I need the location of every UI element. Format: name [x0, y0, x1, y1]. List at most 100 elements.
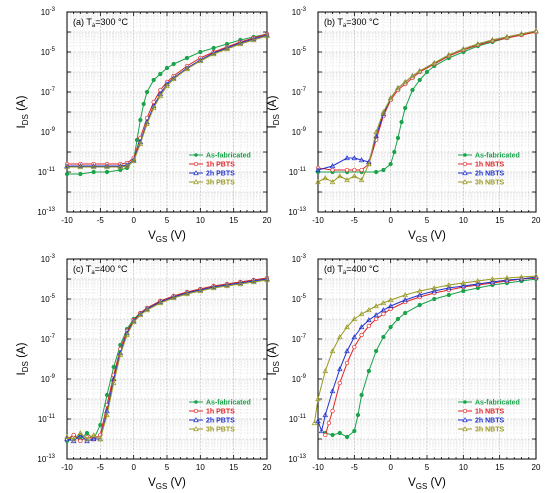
data-point: [352, 167, 357, 173]
panel-title-sub: a: [343, 23, 347, 29]
panel-3: -10 -5 0 5 10 15 2010-310-510-710-910-1110-13V…: [16, 254, 272, 491]
data-point: [97, 436, 104, 442]
y-tick-exponent: -13: [46, 454, 55, 460]
panel-title: (a) Ta=300 °C: [73, 17, 129, 29]
y-tick-exponent: -7: [301, 334, 307, 340]
data-point: [351, 334, 358, 340]
data-point: [399, 119, 404, 125]
y-tick-base: 10: [289, 415, 298, 424]
data-point: [124, 163, 130, 169]
data-point: [250, 36, 257, 42]
series-line: [67, 34, 268, 167]
y-tick-base: 10: [289, 168, 298, 177]
panel-title-prefix: (a) T: [73, 17, 92, 27]
y-tick-label: 10-13: [37, 454, 55, 464]
data-point: [322, 175, 329, 181]
legend-swatch-marker: [193, 179, 199, 185]
x-tick-label: 20: [263, 216, 272, 225]
y-tick-label: 10-5: [41, 47, 56, 57]
data-point: [157, 93, 164, 99]
data-point: [359, 332, 364, 338]
data-point: [170, 76, 177, 82]
data-point: [130, 158, 137, 164]
data-point: [90, 164, 97, 170]
series-line: [317, 30, 537, 183]
data-point: [380, 300, 387, 306]
panel-1: -10 -5 0 5 10 15 2010-310-510-710-910-1110-13V…: [16, 7, 272, 244]
y-tick-label: 10-5: [41, 294, 56, 304]
data-point: [77, 164, 84, 170]
plot-frame: [317, 258, 537, 460]
series-2: [323, 275, 539, 438]
y-axis-label-sub: DS: [272, 114, 281, 125]
legend-swatch-marker: [193, 426, 199, 432]
panel-4: -10 -5 0 5 10 15 2010-310-510-710-910-1110-13V…: [267, 254, 541, 491]
data-point: [432, 296, 437, 302]
y-tick-base: 10: [292, 335, 301, 344]
y-tick-exponent: -13: [46, 207, 55, 213]
y-tick-label: 10-9: [292, 127, 307, 137]
data-point: [198, 49, 203, 55]
data-point: [170, 294, 177, 300]
data-point: [358, 157, 365, 163]
y-axis-label: IDS (A): [267, 95, 281, 128]
legend-label: 2h PBTS: [206, 171, 235, 178]
x-tick-label: 10: [459, 463, 468, 472]
series-line: [66, 277, 268, 442]
y-tick-base: 10: [41, 48, 50, 57]
data-point: [344, 360, 350, 366]
series-line: [67, 33, 268, 165]
data-point: [475, 281, 481, 287]
x-tick-label: 5: [165, 463, 170, 472]
data-point: [366, 368, 371, 374]
data-point: [417, 302, 422, 308]
data-point: [533, 274, 539, 280]
x-axis-label-unit: (V): [167, 477, 186, 489]
y-tick-exponent: -5: [301, 294, 307, 300]
y-tick-base: 10: [292, 8, 301, 17]
data-point: [446, 285, 452, 291]
data-point: [446, 282, 452, 288]
y-tick-base: 10: [41, 88, 50, 97]
data-point: [117, 164, 124, 170]
y-axis-label-main: I: [267, 372, 279, 375]
data-point: [322, 412, 329, 418]
y-tick-label: 10-11: [289, 167, 307, 177]
data-point: [351, 173, 358, 179]
panel-2: -10 -5 0 5 10 15 2010-310-510-710-910-1110-13V…: [267, 7, 541, 244]
data-point: [424, 69, 430, 75]
data-point: [210, 285, 217, 291]
data-point: [387, 303, 394, 309]
plot-frame: [66, 258, 268, 460]
data-point: [366, 323, 372, 329]
data-point: [460, 283, 467, 289]
y-tick-label: 10-9: [292, 374, 307, 384]
data-point: [322, 368, 329, 374]
panel-title-suffix: =300 °C: [95, 17, 128, 27]
data-point: [352, 428, 357, 434]
legend-swatch-marker: [193, 417, 199, 423]
data-point: [264, 276, 270, 282]
y-tick-label: 10-3: [41, 7, 56, 17]
data-point: [117, 352, 124, 358]
data-point: [144, 307, 150, 313]
y-tick-base: 10: [288, 455, 297, 464]
data-point: [250, 278, 257, 284]
x-tick-label: 15: [229, 463, 238, 472]
data-point: [164, 83, 170, 89]
legend-swatch-marker: [194, 153, 198, 157]
panel-title: (d) Ta=400 °C: [324, 264, 380, 276]
data-point: [374, 169, 379, 175]
data-point: [157, 299, 164, 305]
data-point: [344, 324, 350, 330]
y-tick-label: 10-13: [288, 454, 306, 464]
legend: As-fabricated 1h PBTS 2h PBTS 3h PBTS: [189, 153, 251, 187]
data-point: [171, 61, 176, 67]
data-point: [329, 348, 336, 354]
x-tick-label: -5: [351, 216, 359, 225]
data-point: [78, 171, 83, 177]
data-point: [78, 438, 83, 444]
data-point: [431, 285, 438, 291]
data-point: [84, 430, 90, 436]
y-tick-base: 10: [38, 168, 47, 177]
